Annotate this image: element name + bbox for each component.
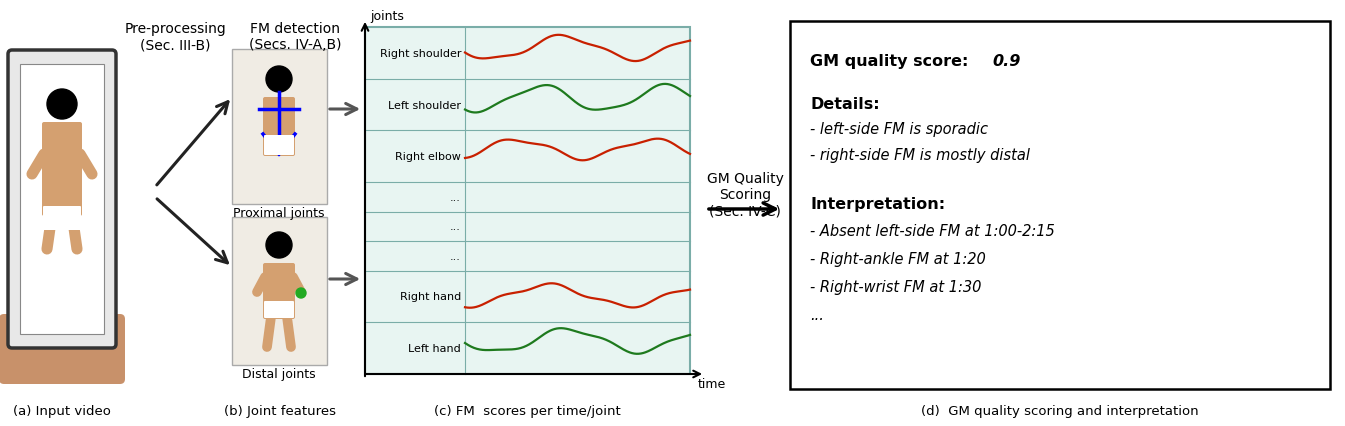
FancyBboxPatch shape: [8, 51, 116, 348]
Text: ...: ...: [810, 307, 824, 322]
Text: (b) Joint features: (b) Joint features: [225, 404, 336, 417]
Bar: [231, 50, 327, 204]
Text: ...: ...: [451, 193, 461, 202]
Circle shape: [296, 288, 307, 298]
Text: Left shoulder: Left shoulder: [387, 100, 461, 110]
FancyBboxPatch shape: [264, 301, 295, 318]
FancyBboxPatch shape: [264, 98, 295, 157]
Circle shape: [47, 90, 77, 120]
Text: - left-side FM is sporadic: - left-side FM is sporadic: [810, 122, 989, 137]
Text: Left hand: Left hand: [409, 343, 461, 353]
Text: FM detection
(Secs. IV-A,B): FM detection (Secs. IV-A,B): [249, 22, 342, 52]
Text: - Right-ankle FM at 1:20: - Right-ankle FM at 1:20: [810, 251, 986, 266]
Text: Right elbow: Right elbow: [395, 152, 461, 162]
Bar: [790, 22, 1330, 389]
Text: Pre-processing
(Sec. III-B): Pre-processing (Sec. III-B): [124, 22, 226, 52]
Text: ...: ...: [451, 222, 461, 232]
FancyBboxPatch shape: [264, 136, 295, 155]
Text: joints: joints: [370, 10, 404, 23]
Bar: [364, 28, 690, 374]
Text: - right-side FM is mostly distal: - right-side FM is mostly distal: [810, 148, 1030, 163]
Text: Distal joints: Distal joints: [242, 367, 316, 380]
Text: Interpretation:: Interpretation:: [810, 196, 946, 211]
Text: ...: ...: [451, 251, 461, 261]
FancyBboxPatch shape: [42, 123, 82, 216]
Text: Right shoulder: Right shoulder: [379, 49, 461, 59]
Text: Right hand: Right hand: [399, 292, 461, 302]
Text: (d)  GM quality scoring and interpretation: (d) GM quality scoring and interpretatio…: [921, 404, 1198, 417]
Text: Details:: Details:: [810, 97, 880, 112]
Text: Proximal joints: Proximal joints: [233, 207, 324, 219]
Bar: [231, 218, 327, 365]
Text: (c) FM  scores per time/joint: (c) FM scores per time/joint: [433, 404, 620, 417]
FancyBboxPatch shape: [264, 263, 295, 319]
Text: (a) Input video: (a) Input video: [13, 404, 110, 417]
Text: - Absent left-side FM at 1:00-2:15: - Absent left-side FM at 1:00-2:15: [810, 224, 1054, 239]
FancyBboxPatch shape: [43, 207, 81, 230]
FancyBboxPatch shape: [0, 314, 125, 384]
Text: time: time: [698, 377, 726, 391]
Text: GM quality score:: GM quality score:: [810, 54, 974, 69]
Circle shape: [266, 233, 292, 259]
Text: 0.9: 0.9: [993, 54, 1021, 69]
Text: GM Quality
Scoring
(Sec. IV-C): GM Quality Scoring (Sec. IV-C): [706, 171, 783, 218]
Text: - Right-wrist FM at 1:30: - Right-wrist FM at 1:30: [810, 279, 982, 294]
Bar: [20, 65, 104, 334]
Circle shape: [266, 67, 292, 93]
